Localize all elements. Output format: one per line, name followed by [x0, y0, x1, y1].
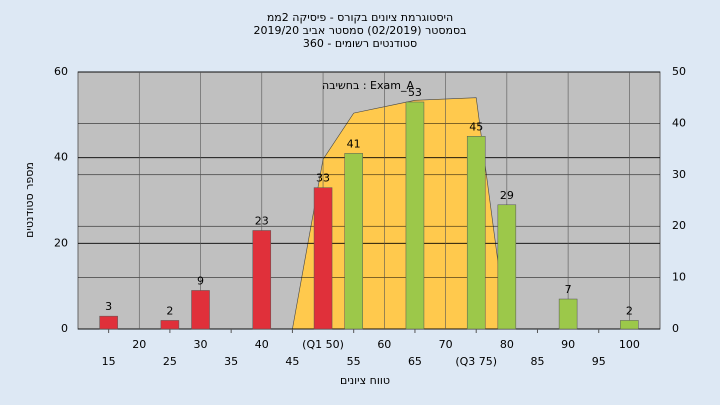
data-label: 53	[408, 86, 422, 99]
annotation: בחשיבה : Exam_A	[322, 79, 414, 92]
chart-subtitle: סטודנטים רשומים - 360	[303, 37, 417, 50]
y-tick-label: 60	[54, 65, 68, 78]
data-label: 7	[565, 283, 572, 296]
bar	[558, 298, 578, 330]
x-tick-label: 55	[347, 355, 361, 368]
bar	[405, 101, 425, 330]
data-label: 23	[255, 214, 269, 227]
x-tick-label: 100	[619, 338, 640, 351]
bar	[466, 136, 486, 330]
data-label: 33	[316, 172, 330, 185]
x-tick-label: (Q3 75)	[455, 355, 497, 368]
x-tick-label: 60	[377, 338, 391, 351]
bar	[99, 315, 118, 330]
x-tick-label: 45	[285, 355, 299, 368]
y-tick-label: 40	[54, 151, 68, 164]
x-tick-label: 30	[194, 338, 208, 351]
bar	[191, 290, 210, 330]
x-tick-label: 25	[163, 355, 177, 368]
data-label: 9	[197, 274, 204, 287]
y-tick-label: 0	[61, 322, 68, 335]
x-tick-label: 95	[592, 355, 606, 368]
data-label: 2	[166, 304, 173, 317]
y2-tick-label: 40	[672, 116, 686, 129]
x-tick-label: 70	[439, 338, 453, 351]
data-label: 41	[347, 137, 361, 150]
bar	[344, 153, 363, 330]
data-label: 3	[105, 300, 112, 313]
x-tick-label: 65	[408, 355, 422, 368]
y2-tick-label: 10	[672, 271, 686, 284]
bar	[160, 320, 180, 330]
x-tick-label: 20	[132, 338, 146, 351]
x-tick-label: 40	[255, 338, 269, 351]
y2-tick-label: 50	[672, 65, 686, 78]
data-label: 2	[626, 304, 633, 317]
chart-title: היסטוגרמת ציונים בקורס - פיסיקה 2ממ	[267, 11, 453, 24]
bar	[497, 204, 517, 330]
chart-subtitle: בסמסטר (02/2019) סמסטר אביב 2019/20	[253, 24, 466, 37]
y2-tick-label: 0	[672, 322, 679, 335]
x-tick-label: 15	[102, 355, 116, 368]
x-tick-label: 80	[500, 338, 514, 351]
x-tick-label: 35	[224, 355, 238, 368]
y-tick-label: 20	[54, 236, 68, 249]
bar	[252, 230, 272, 330]
x-tick-label: (Q1 50)	[302, 338, 344, 351]
data-label: 29	[500, 189, 514, 202]
bar	[620, 320, 639, 330]
bar	[313, 187, 333, 330]
y-axis-label: מספר סטודנטים	[23, 162, 36, 238]
y2-tick-label: 20	[672, 219, 686, 232]
data-label: 45	[469, 120, 483, 133]
y2-tick-label: 30	[672, 168, 686, 181]
x-tick-label: 90	[561, 338, 575, 351]
x-axis-label: טווח ציונים	[340, 374, 390, 387]
x-tick-label: 85	[530, 355, 544, 368]
